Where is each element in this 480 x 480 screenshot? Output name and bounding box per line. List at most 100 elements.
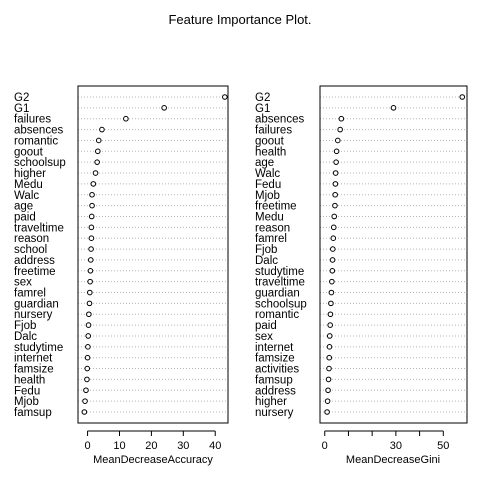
feature-label: failures [14, 114, 51, 126]
data-point [332, 181, 339, 187]
data-point [99, 126, 105, 133]
data-point [84, 365, 91, 372]
feature-label: guardian [14, 298, 59, 310]
data-point [326, 354, 333, 361]
x-axis-label: MeanDecreaseGini [346, 454, 440, 466]
feature-label: sex [14, 277, 32, 289]
data-point [87, 267, 94, 274]
data-point [327, 311, 334, 318]
feature-label: higher [255, 396, 287, 408]
data-point [332, 191, 338, 198]
feature-label: Dalc [14, 331, 37, 343]
data-point [330, 235, 337, 242]
data-point [326, 333, 333, 339]
data-point [89, 191, 95, 198]
plot-frame [319, 85, 468, 424]
data-point [87, 278, 93, 285]
feature-label: famsize [14, 364, 54, 376]
data-point [325, 376, 332, 383]
x-tick-label: 40 [209, 440, 221, 452]
feature-label: address [255, 385, 296, 397]
data-point [329, 267, 336, 274]
data-point [328, 289, 335, 296]
feature-label: G2 [14, 92, 29, 104]
data-point [326, 365, 332, 372]
feature-label: guardian [255, 288, 300, 300]
data-point [324, 398, 331, 404]
data-point [84, 354, 91, 361]
feature-label: absences [14, 125, 63, 137]
x-tick-label: 0 [322, 440, 328, 452]
feature-label: activities [255, 364, 299, 376]
data-point [85, 322, 92, 328]
feature-label: internet [14, 353, 53, 365]
feature-label: traveltime [14, 222, 64, 234]
feature-label: romantic [255, 309, 299, 321]
data-point [330, 224, 337, 231]
feature-label: reason [14, 233, 49, 245]
feature-label: school [14, 244, 47, 256]
data-point [333, 159, 339, 165]
data-point [84, 376, 90, 383]
data-point [333, 148, 340, 155]
data-point [325, 387, 331, 394]
x-tick-label: 20 [145, 440, 157, 452]
data-point [324, 409, 330, 415]
data-point [329, 257, 336, 263]
feature-label: address [14, 255, 55, 267]
feature-label: G1 [14, 103, 29, 115]
feature-label: Mjob [14, 396, 39, 408]
data-point [332, 170, 339, 176]
chart-title: Feature Importance Plot. [168, 12, 312, 27]
feature-label: internet [255, 342, 294, 354]
data-point [390, 105, 397, 111]
feature-label: schoolsup [255, 298, 307, 310]
feature-label: G2 [255, 92, 270, 104]
feature-label: goout [255, 135, 285, 147]
data-point [328, 300, 334, 307]
feature-label: famsize [255, 353, 295, 365]
data-point [222, 94, 228, 100]
feature-label: schoolsup [14, 157, 66, 169]
feature-label: Fedu [14, 385, 40, 397]
data-point [161, 105, 167, 111]
x-tick-label: 0 [85, 440, 91, 452]
data-point [94, 159, 100, 165]
feature-label: absences [255, 114, 304, 126]
data-point [337, 126, 343, 133]
feature-label: failures [255, 125, 292, 137]
data-point [83, 387, 89, 394]
feature-label: health [255, 146, 286, 158]
feature-label: age [14, 201, 33, 213]
feature-label: Fjob [14, 320, 36, 332]
feature-label: Medu [14, 179, 43, 191]
feature-label: Mjob [255, 190, 280, 202]
feature-label: goout [14, 146, 44, 158]
data-point [82, 398, 88, 404]
feature-label: reason [255, 222, 290, 234]
feature-label: sex [255, 331, 273, 343]
feature-label: Walc [14, 190, 39, 202]
data-point [331, 213, 338, 220]
data-point [85, 333, 92, 339]
feature-label: Medu [255, 211, 284, 223]
data-point [81, 409, 88, 415]
feature-label: nursery [255, 407, 294, 419]
x-tick-label: 50 [437, 440, 449, 452]
data-point [95, 137, 102, 144]
data-point [89, 202, 95, 209]
feature-label: romantic [14, 135, 58, 147]
data-point [332, 202, 338, 209]
data-point [327, 322, 333, 328]
feature-label: studytime [14, 342, 63, 354]
feature-label: famsup [255, 374, 293, 386]
feature-label: Fedu [255, 179, 281, 191]
data-point [88, 235, 95, 242]
feature-label: age [255, 157, 274, 169]
feature-label: Walc [255, 168, 280, 180]
data-point [329, 278, 335, 285]
data-point [85, 344, 91, 350]
x-axis-label: MeanDecreaseAccuracy [93, 454, 213, 466]
data-point [459, 94, 466, 100]
x-tick-label: 30 [177, 440, 189, 452]
